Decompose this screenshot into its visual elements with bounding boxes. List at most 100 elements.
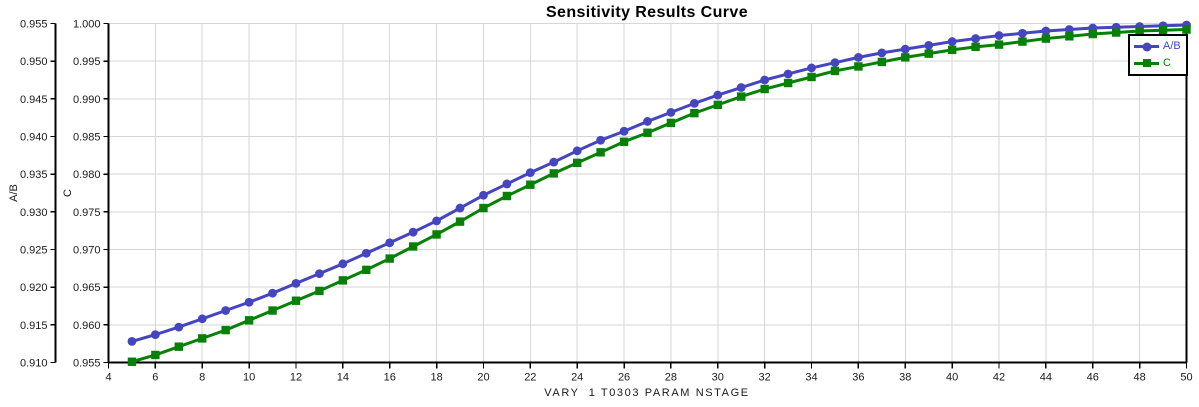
x-tick-label: 24: [571, 372, 583, 384]
series-marker-ab: [971, 34, 980, 43]
y-tick-label-c: 1.000: [73, 19, 101, 31]
series-line-c: [130, 28, 1188, 364]
series-marker-c: [854, 62, 863, 71]
series-marker-ab: [127, 337, 137, 346]
series-marker-ab: [619, 126, 629, 136]
series-marker-c: [1182, 25, 1191, 34]
series-marker-c: [947, 45, 957, 55]
series-marker-ab: [807, 63, 816, 73]
legend-swatch-ab: [1134, 42, 1159, 52]
y-tick-label-c: 0.995: [73, 56, 101, 68]
y-tick-label-c: 0.985: [73, 132, 101, 144]
series-marker-c: [526, 180, 535, 189]
series-marker-c: [643, 128, 652, 137]
y-tick-label-c: 0.965: [73, 282, 101, 294]
series-marker-ab: [596, 135, 606, 145]
series-marker-c: [198, 334, 207, 343]
series-marker-ab: [713, 90, 723, 100]
series-marker-c: [1041, 34, 1051, 43]
series-marker-ab: [221, 306, 231, 315]
x-tick-label: 30: [712, 372, 724, 384]
series-marker-ab: [361, 248, 371, 258]
y-tick-label-ab: 0.925: [20, 245, 48, 257]
y-tick-label-ab: 0.930: [20, 207, 48, 219]
circle-marker-icon: [1142, 42, 1151, 52]
x-tick-label: 34: [805, 372, 817, 384]
x-tick-label: 20: [477, 372, 489, 384]
series-marker-ab: [994, 31, 1004, 40]
y-axis-label-c: C: [62, 189, 74, 197]
x-tick-label: 26: [618, 372, 630, 384]
series-marker-c: [408, 242, 418, 251]
y-tick-label-ab: 0.950: [20, 56, 48, 68]
series-marker-ab: [291, 279, 301, 288]
series-marker-ab: [315, 269, 324, 279]
x-tick-label: 48: [1134, 372, 1146, 384]
series-marker-ab: [830, 58, 840, 68]
series-marker-ab: [432, 216, 441, 226]
x-tick-label: 28: [665, 372, 677, 384]
x-tick-label: 10: [243, 372, 255, 384]
legend-label-ab: A/B: [1163, 40, 1181, 53]
series-marker-c: [385, 254, 394, 263]
y-tick-label-ab: 0.920: [20, 282, 48, 294]
y-tick-label-ab: 0.945: [20, 94, 48, 106]
series-marker-c: [362, 265, 371, 275]
x-tick-label: 32: [759, 372, 771, 384]
series-marker-c: [830, 66, 840, 76]
legend-swatch-c: [1134, 58, 1159, 68]
x-tick-label: 6: [152, 372, 158, 384]
series-marker-ab: [385, 238, 395, 248]
series-marker-ab: [900, 44, 910, 54]
series-marker-c: [877, 57, 887, 67]
legend-item-c: C: [1134, 57, 1186, 69]
y-tick-label-c: 0.970: [73, 245, 101, 257]
series-marker-c: [572, 158, 582, 168]
series-marker-c: [971, 42, 980, 52]
series-marker-c: [1158, 26, 1168, 35]
series-marker-ab: [150, 330, 160, 340]
series-marker-ab: [1041, 26, 1051, 36]
series-marker-c: [151, 350, 160, 360]
y-tick-label-c: 0.990: [73, 94, 101, 106]
series-marker-ab: [455, 203, 465, 213]
y-tick-label-ab: 0.940: [20, 132, 48, 144]
series-marker-ab: [877, 48, 887, 58]
series-marker-ab: [572, 146, 582, 156]
series-marker-ab: [244, 297, 254, 307]
chart-title: Sensitivity Results Curve: [545, 4, 749, 21]
series-marker-c: [901, 53, 910, 62]
square-marker-icon: [1142, 59, 1151, 68]
series-marker-c: [127, 357, 137, 366]
series-marker-c: [432, 230, 441, 239]
series-marker-ab: [502, 179, 512, 189]
series-marker-ab: [549, 157, 559, 167]
series-marker-c: [1088, 29, 1097, 39]
series-marker-c: [338, 276, 348, 285]
y-tick-label-c: 0.980: [73, 169, 101, 181]
series-marker-ab: [197, 314, 207, 324]
series-marker-ab: [947, 37, 957, 46]
x-axis-label: VARY 1 T0303 PARAM NSTAGE: [544, 387, 750, 399]
series-marker-ab: [689, 98, 699, 108]
series-marker-ab: [643, 117, 652, 126]
y-axis-label-ab: A/B: [8, 184, 20, 202]
series-marker-c: [737, 92, 746, 101]
series-marker-c: [807, 72, 816, 82]
series-marker-c: [549, 169, 558, 178]
legend: A/B C: [1128, 34, 1188, 76]
x-tick-label: 46: [1087, 372, 1099, 384]
series-marker-c: [455, 217, 465, 226]
series-marker-c: [1111, 28, 1121, 37]
series-marker-ab: [1018, 28, 1027, 38]
series-marker-c: [1135, 26, 1144, 36]
y-tick-label-ab: 0.915: [20, 320, 48, 332]
series-marker-ab: [479, 190, 488, 200]
series-marker-c: [244, 316, 254, 325]
series-marker-c: [502, 191, 512, 201]
series-marker-c: [666, 118, 676, 128]
series-marker-ab: [783, 69, 793, 79]
series-marker-ab: [666, 107, 676, 117]
x-tick-label: 50: [1180, 372, 1192, 384]
series-marker-c: [221, 325, 230, 335]
